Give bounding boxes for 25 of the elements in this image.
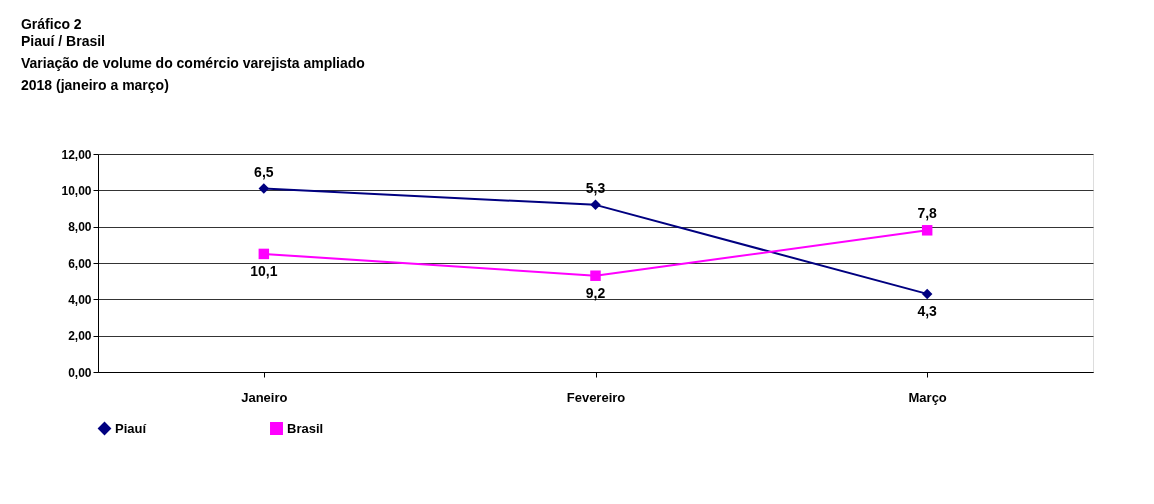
chart-title: Gráfico 2	[20, 16, 82, 32]
point	[258, 248, 270, 260]
x-tick-label: Março	[908, 389, 947, 405]
y-tick-label: 8,00	[68, 220, 92, 235]
point	[258, 183, 270, 194]
annotation: 6,5	[254, 163, 274, 180]
point	[921, 225, 933, 236]
point	[590, 199, 601, 211]
y-tick-label: 12,00	[61, 147, 92, 162]
y-tick-label: 2,00	[68, 329, 92, 344]
x-tick-label: Fevereiro	[566, 389, 626, 405]
annotation: 9,2	[585, 284, 606, 301]
chart-subtitle: Piauí / Brasil Variação de volume do comércio varejista ampliado 2018 (janeiro a março)	[20, 33, 365, 93]
y-tick-label: 6,00	[68, 256, 92, 271]
legend-label: Brasil	[287, 420, 324, 436]
annotation: 10,1	[250, 262, 278, 279]
legend-label: Piauí	[115, 420, 147, 436]
annotation: 4,3	[917, 302, 938, 319]
point	[590, 270, 601, 281]
y-tick-label: 4,00	[68, 292, 92, 307]
point	[921, 288, 933, 300]
x-tick-label: Janeiro	[241, 389, 288, 405]
y-tick-label: 10,00	[61, 183, 92, 198]
annotation: 7,8	[917, 205, 938, 222]
y-tick-label: 0,00	[68, 365, 92, 380]
